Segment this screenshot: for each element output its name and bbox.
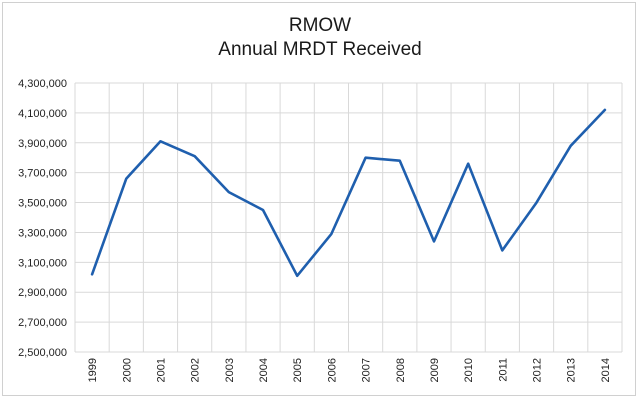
y-tick-label: 4,100,000 [18,108,67,120]
x-tick-label: 2007 [361,358,373,382]
x-tick-label: 2000 [121,358,133,382]
chart-title: RMOW [288,15,352,36]
x-tick-label: 2006 [326,358,338,382]
y-tick-label: 3,700,000 [18,168,67,180]
y-tick-label: 3,300,000 [18,227,67,239]
y-tick-label: 2,700,000 [18,317,67,329]
series-line [90,108,607,278]
y-tick-label: 3,900,000 [18,138,67,150]
y-tick-label: 2,500,000 [18,347,67,359]
x-tick-label: 2011 [497,358,509,382]
x-tick-label: 2004 [258,358,270,382]
chart-title-block: RMOW Annual MRDT Received [0,14,640,62]
x-tick-label: 2002 [190,358,202,382]
y-tick-label: 4,300,000 [18,78,67,90]
x-tick-label: 2014 [600,358,612,382]
x-tick-label: 2005 [292,358,304,382]
x-tick-label: 2001 [155,358,167,382]
y-tick-label: 2,900,000 [18,287,67,299]
y-tick-label: 3,500,000 [18,198,67,210]
chart-frame [2,2,636,396]
x-tick-label: 2012 [532,358,544,382]
x-tick-label: 2008 [395,358,407,382]
chart-subtitle: Annual MRDT Received [218,39,422,60]
x-tick-label: 2013 [566,358,578,382]
x-tick-label: 1999 [87,358,99,382]
x-tick-label: 2003 [224,358,236,382]
x-tick-label: 2009 [429,358,441,382]
y-tick-label: 3,100,000 [18,257,67,269]
x-tick-label: 2010 [463,358,475,382]
